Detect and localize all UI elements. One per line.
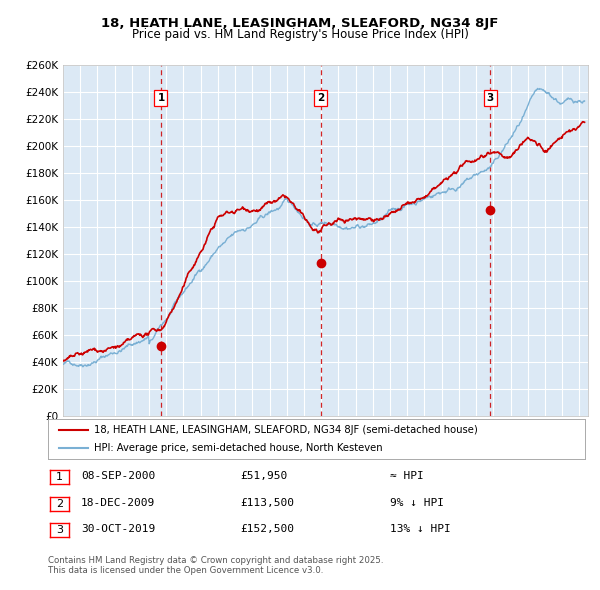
Text: 3: 3	[56, 526, 63, 535]
Text: 13% ↓ HPI: 13% ↓ HPI	[390, 525, 451, 534]
Text: 2: 2	[56, 499, 63, 509]
Text: Price paid vs. HM Land Registry's House Price Index (HPI): Price paid vs. HM Land Registry's House …	[131, 28, 469, 41]
Text: Contains HM Land Registry data © Crown copyright and database right 2025.
This d: Contains HM Land Registry data © Crown c…	[48, 556, 383, 575]
Text: £152,500: £152,500	[240, 525, 294, 534]
Text: ≈ HPI: ≈ HPI	[390, 471, 424, 481]
Text: 18-DEC-2009: 18-DEC-2009	[81, 498, 155, 507]
Text: £113,500: £113,500	[240, 498, 294, 507]
Text: 2: 2	[317, 93, 324, 103]
Text: 18, HEATH LANE, LEASINGHAM, SLEAFORD, NG34 8JF (semi-detached house): 18, HEATH LANE, LEASINGHAM, SLEAFORD, NG…	[94, 425, 478, 435]
Text: 08-SEP-2000: 08-SEP-2000	[81, 471, 155, 481]
Text: 18, HEATH LANE, LEASINGHAM, SLEAFORD, NG34 8JF: 18, HEATH LANE, LEASINGHAM, SLEAFORD, NG…	[101, 17, 499, 30]
Text: HPI: Average price, semi-detached house, North Kesteven: HPI: Average price, semi-detached house,…	[94, 442, 382, 453]
Text: 3: 3	[487, 93, 494, 103]
Text: 9% ↓ HPI: 9% ↓ HPI	[390, 498, 444, 507]
Text: 1: 1	[56, 473, 63, 482]
Text: 30-OCT-2019: 30-OCT-2019	[81, 525, 155, 534]
Text: 1: 1	[157, 93, 164, 103]
Text: £51,950: £51,950	[240, 471, 287, 481]
